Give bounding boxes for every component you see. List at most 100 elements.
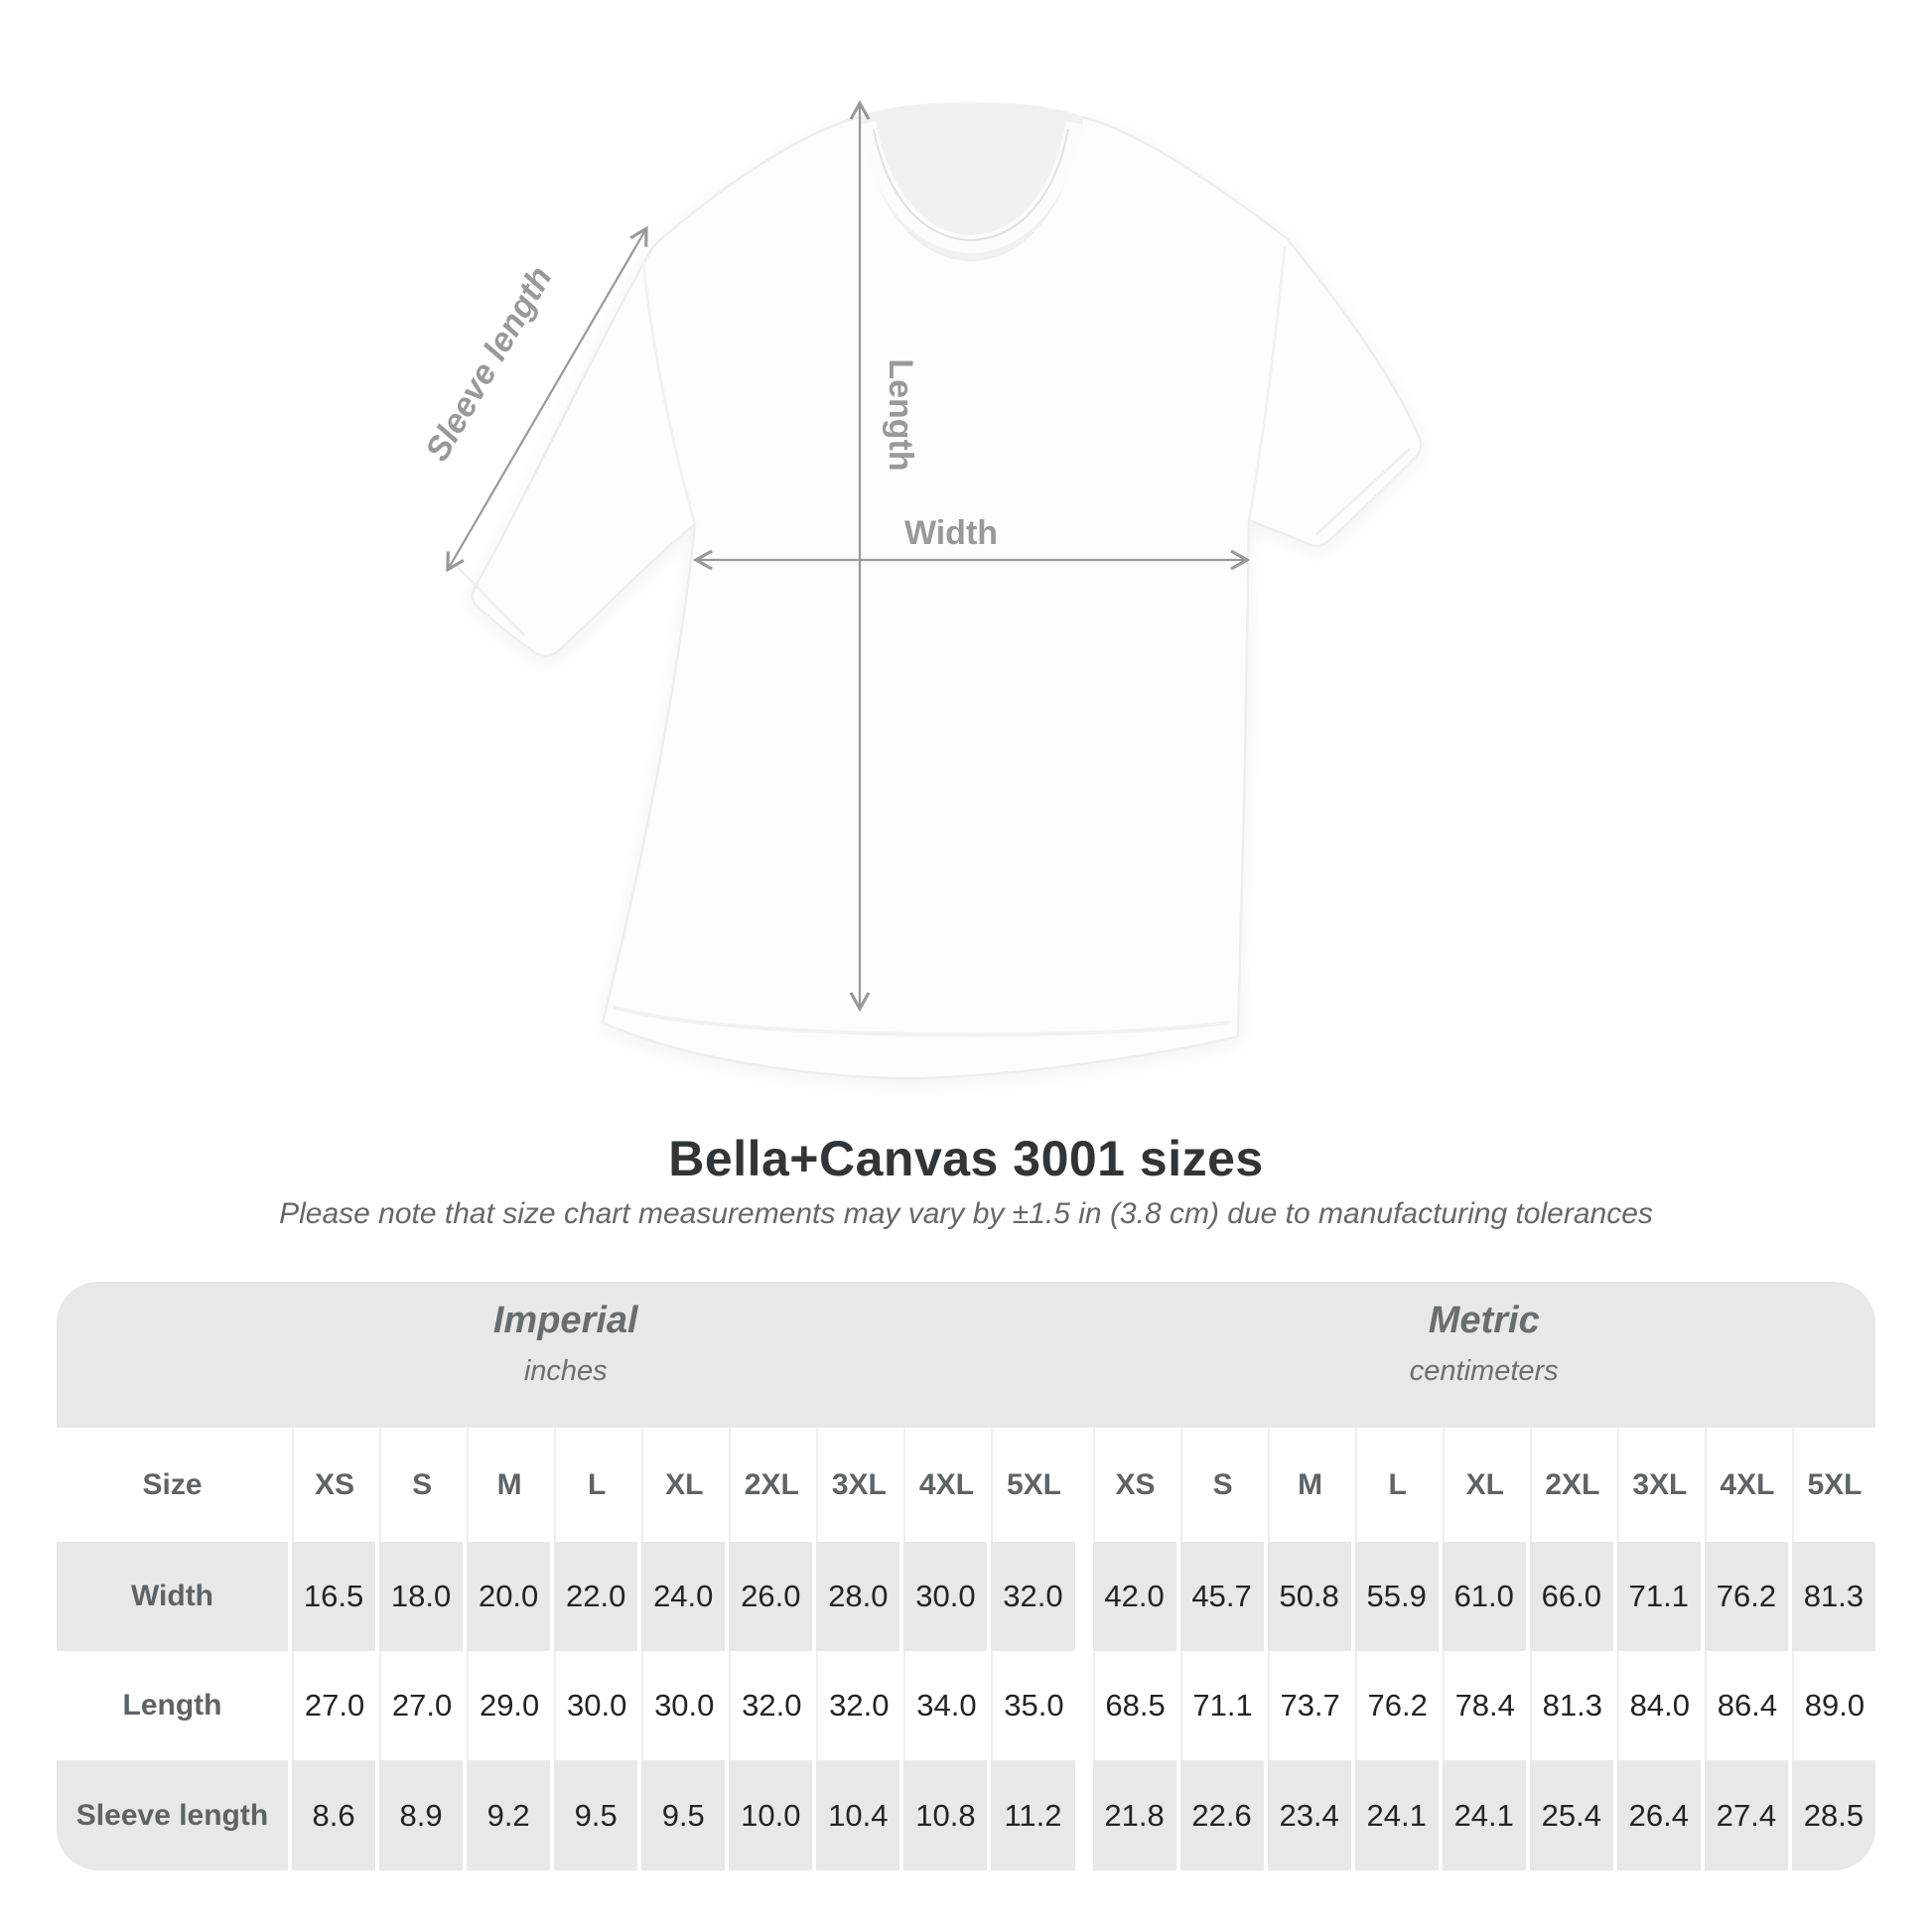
sleeve-metric-s: 22.6 — [1179, 1760, 1264, 1870]
width-metric-2xl: 66.0 — [1529, 1542, 1613, 1651]
size-header-imperial-3xl: 3XL — [816, 1428, 899, 1542]
width-metric-m: 50.8 — [1267, 1542, 1351, 1651]
sleeve-imperial-xl: 9.5 — [641, 1760, 726, 1870]
width-imperial-2xl: 26.0 — [729, 1542, 813, 1651]
length-imperial-5xl: 35.0 — [991, 1651, 1074, 1760]
sleeve-metric-l: 24.1 — [1354, 1760, 1439, 1870]
length-metric-s: 71.1 — [1179, 1651, 1264, 1760]
width-metric-xl: 61.0 — [1442, 1542, 1526, 1651]
size-header-metric-xs: XS — [1092, 1428, 1176, 1542]
group-gap — [1079, 1651, 1089, 1760]
length-metric-xs: 68.5 — [1092, 1651, 1176, 1760]
size-header-imperial-4xl: 4XL — [903, 1428, 987, 1542]
size-header-metric-s: S — [1179, 1428, 1264, 1542]
row-label-length: Length — [122, 1689, 222, 1722]
table-row-length: Length 27.0 27.0 29.0 30.0 30.0 32.0 32.… — [57, 1651, 1875, 1760]
size-header-imperial-xl: XL — [641, 1428, 725, 1542]
sleeve-imperial-xs: 8.6 — [292, 1760, 376, 1870]
measurement-arrows — [446, 99, 1251, 1013]
size-header-metric-xl: XL — [1442, 1428, 1526, 1542]
width-imperial-xs: 16.5 — [292, 1542, 376, 1651]
sleeve-metric-2xl: 25.4 — [1529, 1760, 1613, 1870]
length-imperial-xl: 30.0 — [641, 1651, 725, 1760]
width-imperial-4xl: 30.0 — [903, 1542, 988, 1651]
metric-sublabel: centimeters — [1409, 1355, 1559, 1387]
sleeve-metric-xs: 21.8 — [1092, 1760, 1176, 1870]
width-metric-5xl: 81.3 — [1791, 1542, 1875, 1651]
width-imperial-xl: 24.0 — [641, 1542, 726, 1651]
length-metric-xl: 78.4 — [1442, 1651, 1526, 1760]
sleeve-metric-3xl: 26.4 — [1616, 1760, 1701, 1870]
size-header-imperial-m: M — [467, 1428, 550, 1542]
page-title: Bella+Canvas 3001 sizes — [668, 1131, 1264, 1186]
size-header-metric-5xl: 5XL — [1791, 1428, 1875, 1542]
size-column-header: Size — [142, 1467, 203, 1501]
length-metric-2xl: 81.3 — [1529, 1651, 1613, 1760]
sleeve-imperial-4xl: 10.8 — [903, 1760, 988, 1870]
width-imperial-5xl: 32.0 — [991, 1542, 1075, 1651]
page-subtitle: Please note that size chart measurements… — [279, 1197, 1653, 1230]
width-imperial-3xl: 28.0 — [816, 1542, 900, 1651]
sleeve-length-label: Sleeve length — [418, 260, 560, 468]
length-imperial-xs: 27.0 — [292, 1651, 375, 1760]
sleeve-imperial-m: 9.2 — [467, 1760, 551, 1870]
length-imperial-s: 27.0 — [379, 1651, 463, 1760]
row-label-width: Width — [57, 1542, 288, 1651]
size-header-row: Size XS S M L XL 2XL 3XL 4XL 5XL XS S M … — [57, 1428, 1875, 1542]
length-metric-3xl: 84.0 — [1616, 1651, 1701, 1760]
width-metric-4xl: 76.2 — [1704, 1542, 1788, 1651]
sleeve-imperial-3xl: 10.4 — [816, 1760, 900, 1870]
width-metric-xs: 42.0 — [1092, 1542, 1176, 1651]
length-imperial-l: 30.0 — [554, 1651, 637, 1760]
unit-header-metric: Metric centimeters — [1093, 1282, 1876, 1428]
sleeve-imperial-l: 9.5 — [554, 1760, 638, 1870]
sleeve-metric-xl: 24.1 — [1442, 1760, 1526, 1870]
sleeve-metric-5xl: 28.5 — [1791, 1760, 1875, 1870]
sleeve-imperial-5xl: 11.2 — [991, 1760, 1075, 1870]
width-label: Width — [904, 514, 998, 552]
width-metric-s: 45.7 — [1179, 1542, 1264, 1651]
tshirt-illustration — [453, 102, 1423, 1080]
unit-header-imperial: Imperial inches — [57, 1282, 1075, 1428]
length-label: Length — [882, 358, 919, 471]
sleeve-imperial-s: 8.9 — [379, 1760, 464, 1870]
tshirt-diagram: Sleeve length Length Width — [418, 99, 1423, 1080]
size-header-metric-2xl: 2XL — [1529, 1428, 1613, 1542]
group-gap — [1079, 1542, 1089, 1651]
row-label-sleeve-length: Sleeve length — [57, 1760, 288, 1870]
width-metric-l: 55.9 — [1354, 1542, 1439, 1651]
length-imperial-4xl: 34.0 — [903, 1651, 987, 1760]
table-row-width: Width 16.5 18.0 20.0 22.0 24.0 26.0 28.0… — [57, 1542, 1875, 1651]
sleeve-imperial-2xl: 10.0 — [729, 1760, 813, 1870]
imperial-sublabel: inches — [523, 1355, 608, 1387]
length-imperial-m: 29.0 — [467, 1651, 550, 1760]
size-header-metric-3xl: 3XL — [1616, 1428, 1701, 1542]
size-header-imperial-2xl: 2XL — [729, 1428, 812, 1542]
unit-header-row: Imperial inches Metric centimeters — [57, 1282, 1875, 1428]
length-metric-l: 76.2 — [1354, 1651, 1439, 1760]
size-header-metric-l: L — [1354, 1428, 1439, 1542]
size-header-imperial-l: L — [554, 1428, 637, 1542]
table-row-sleeve-length: Sleeve length 8.6 8.9 9.2 9.5 9.5 10.0 1… — [57, 1760, 1875, 1870]
sleeve-metric-4xl: 27.4 — [1704, 1760, 1788, 1870]
width-imperial-l: 22.0 — [554, 1542, 638, 1651]
length-imperial-2xl: 32.0 — [729, 1651, 812, 1760]
metric-label: Metric — [1428, 1300, 1540, 1341]
size-header-imperial-s: S — [379, 1428, 463, 1542]
sleeve-metric-m: 23.4 — [1267, 1760, 1351, 1870]
size-table: Imperial inches Metric centimeters Size … — [57, 1282, 1875, 1870]
size-header-metric-m: M — [1267, 1428, 1351, 1542]
width-imperial-s: 18.0 — [379, 1542, 464, 1651]
sleeve-length-arrow — [446, 225, 648, 573]
length-metric-m: 73.7 — [1267, 1651, 1351, 1760]
size-header-metric-4xl: 4XL — [1704, 1428, 1788, 1542]
length-metric-4xl: 86.4 — [1704, 1651, 1788, 1760]
imperial-label: Imperial — [492, 1300, 638, 1341]
group-gap — [1079, 1428, 1089, 1542]
length-imperial-3xl: 32.0 — [816, 1651, 899, 1760]
width-imperial-m: 20.0 — [467, 1542, 551, 1651]
size-header-imperial-xs: XS — [292, 1428, 375, 1542]
size-header-imperial-5xl: 5XL — [991, 1428, 1074, 1542]
width-metric-3xl: 71.1 — [1616, 1542, 1701, 1651]
